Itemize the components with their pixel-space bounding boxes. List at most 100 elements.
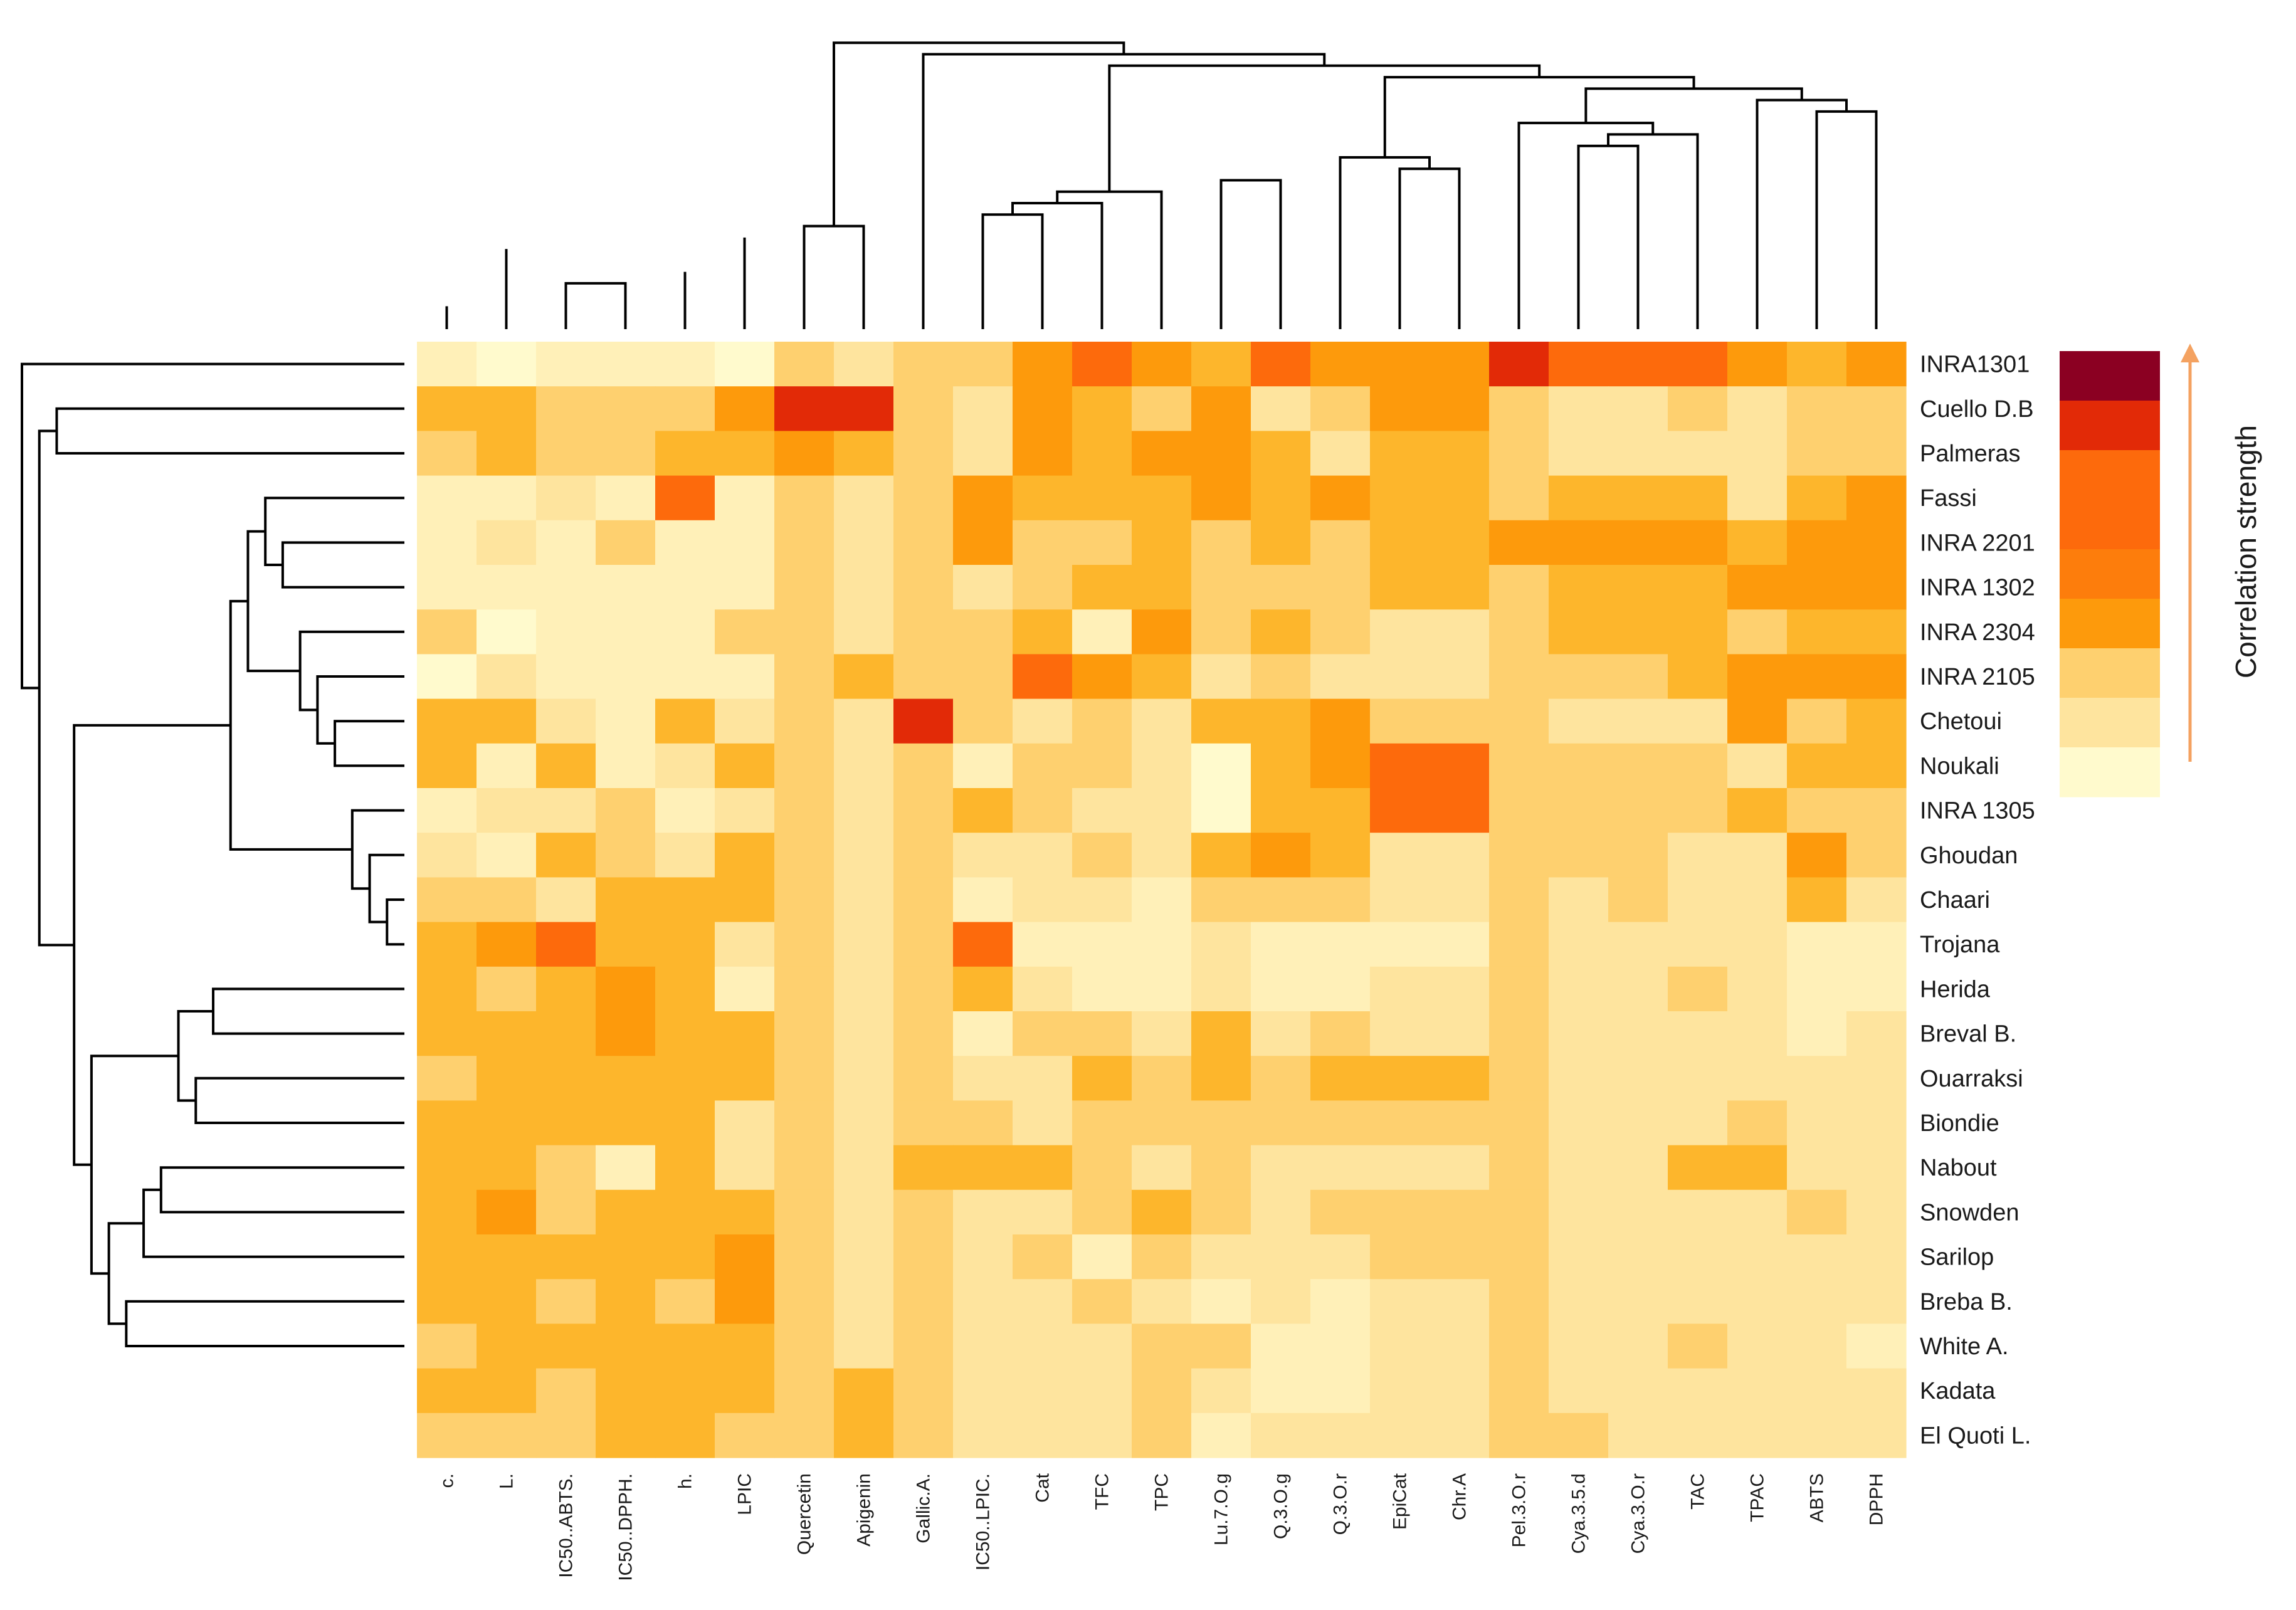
- heatmap-cell: [1608, 475, 1668, 521]
- heatmap-cell: [596, 833, 656, 878]
- heatmap-cell: [1846, 1413, 1907, 1458]
- heatmap-cell: [477, 966, 537, 1012]
- heatmap-cell: [1787, 1145, 1847, 1191]
- heatmap-cell: [1668, 743, 1728, 789]
- heatmap-cell: [1787, 743, 1847, 789]
- heatmap-cell: [417, 520, 477, 566]
- heatmap-cell: [953, 654, 1013, 700]
- heatmap-cell: [1310, 1011, 1371, 1056]
- heatmap-cell: [596, 788, 656, 833]
- heatmap-cell: [1191, 1413, 1251, 1458]
- heatmap-cell: [1787, 1368, 1847, 1414]
- heatmap-cell: [655, 1234, 715, 1280]
- heatmap-cell: [774, 565, 835, 610]
- heatmap-cell: [1251, 1413, 1311, 1458]
- heatmap-cell: [774, 1323, 835, 1369]
- heatmap-cell: [1310, 1413, 1371, 1458]
- heatmap-cell: [1132, 788, 1192, 833]
- heatmap-cell: [417, 431, 477, 476]
- heatmap-cell: [834, 698, 894, 744]
- heatmap-cell: [596, 698, 656, 744]
- heatmap-cell: [715, 342, 775, 387]
- heatmap-cell: [655, 1189, 715, 1235]
- heatmap-cell: [1132, 565, 1192, 610]
- heatmap-cell: [1013, 342, 1073, 387]
- heatmap-cell: [536, 342, 596, 387]
- heatmap-cell: [715, 565, 775, 610]
- heatmap-cell: [834, 565, 894, 610]
- heatmap-cell: [1668, 966, 1728, 1012]
- dendrogram-branch: [38, 429, 75, 947]
- heatmap-cell: [1251, 475, 1311, 521]
- row-label: INRA 1302: [1920, 575, 2035, 601]
- heatmap-cell: [1489, 1368, 1549, 1414]
- heatmap-cell: [715, 609, 775, 655]
- heatmap-cell: [1846, 966, 1907, 1012]
- heatmap-cell: [1549, 877, 1609, 923]
- heatmap-cell: [1370, 833, 1430, 878]
- dendrogram-branch: [316, 675, 404, 745]
- heatmap-cell: [834, 342, 894, 387]
- heatmap-cell: [1846, 1323, 1907, 1369]
- heatmap-cell: [417, 475, 477, 521]
- heatmap-cell: [1132, 1011, 1192, 1056]
- heatmap-cell: [715, 1056, 775, 1101]
- heatmap-cell: [1846, 743, 1907, 789]
- heatmap-cell: [596, 966, 656, 1012]
- heatmap-cell: [715, 1145, 775, 1191]
- heatmap-cell: [953, 565, 1013, 610]
- row-label: Noukali: [1920, 753, 1999, 779]
- heatmap-cell: [1787, 520, 1847, 566]
- heatmap-cell: [1430, 520, 1490, 566]
- heatmap-cell: [1072, 698, 1132, 744]
- heatmap-cell: [477, 1413, 537, 1458]
- heatmap-cell: [1846, 386, 1907, 431]
- heatmap-cell: [893, 922, 954, 967]
- heatmap-cell: [477, 788, 537, 833]
- dendrogram-branch: [981, 213, 1044, 329]
- heatmap-cell: [1727, 342, 1788, 387]
- heatmap-cell: [1430, 833, 1490, 878]
- heatmap-cell: [715, 1413, 775, 1458]
- heatmap-cell: [834, 1279, 894, 1324]
- heatmap-cell: [1013, 1056, 1073, 1101]
- row-label: Herida: [1920, 976, 1991, 1002]
- heatmap-cell: [1846, 431, 1907, 476]
- heatmap-cell: [893, 966, 954, 1012]
- heatmap-cell: [1787, 698, 1847, 744]
- heatmap-cell: [477, 475, 537, 521]
- heatmap-cell: [1727, 1100, 1788, 1146]
- heatmap-cell: [1191, 565, 1251, 610]
- heatmap-cell: [893, 1100, 954, 1146]
- heatmap-cell: [1191, 386, 1251, 431]
- row-label: Nabout: [1920, 1155, 1997, 1181]
- heatmap-cell: [1251, 609, 1311, 655]
- row-label: INRA 2105: [1920, 664, 2035, 690]
- heatmap-cell: [715, 788, 775, 833]
- heatmap-cell: [1549, 1368, 1609, 1414]
- heatmap-cell: [1430, 431, 1490, 476]
- heatmap-cell: [1191, 966, 1251, 1012]
- heatmap-cell: [477, 1368, 537, 1414]
- heatmap-cell: [1430, 1368, 1490, 1414]
- heatmap-cell: [655, 1323, 715, 1369]
- legend-swatch: [2060, 500, 2160, 550]
- heatmap-cell: [655, 1279, 715, 1324]
- heatmap-cell: [1310, 1279, 1371, 1324]
- heatmap-cell: [1013, 565, 1073, 610]
- column-label: h.: [675, 1473, 696, 1489]
- heatmap-cell: [1549, 1011, 1609, 1056]
- heatmap-cell: [596, 1413, 656, 1458]
- heatmap-cell: [477, 833, 537, 878]
- column-labels: c. L. IC50..ABTS. IC50..DPPH. h. LPIC Querceti…: [437, 1473, 1887, 1581]
- heatmap-cell: [715, 654, 775, 700]
- heatmap-cell: [596, 520, 656, 566]
- heatmap-cell: [1549, 609, 1609, 655]
- heatmap-cell: [893, 386, 954, 431]
- heatmap-cell: [1549, 475, 1609, 521]
- heatmap-cell: [655, 833, 715, 878]
- heatmap-cell: [1489, 1279, 1549, 1324]
- heatmap-cell: [1132, 609, 1192, 655]
- heatmap-cell: [1370, 1056, 1430, 1101]
- heatmap-cell: [834, 520, 894, 566]
